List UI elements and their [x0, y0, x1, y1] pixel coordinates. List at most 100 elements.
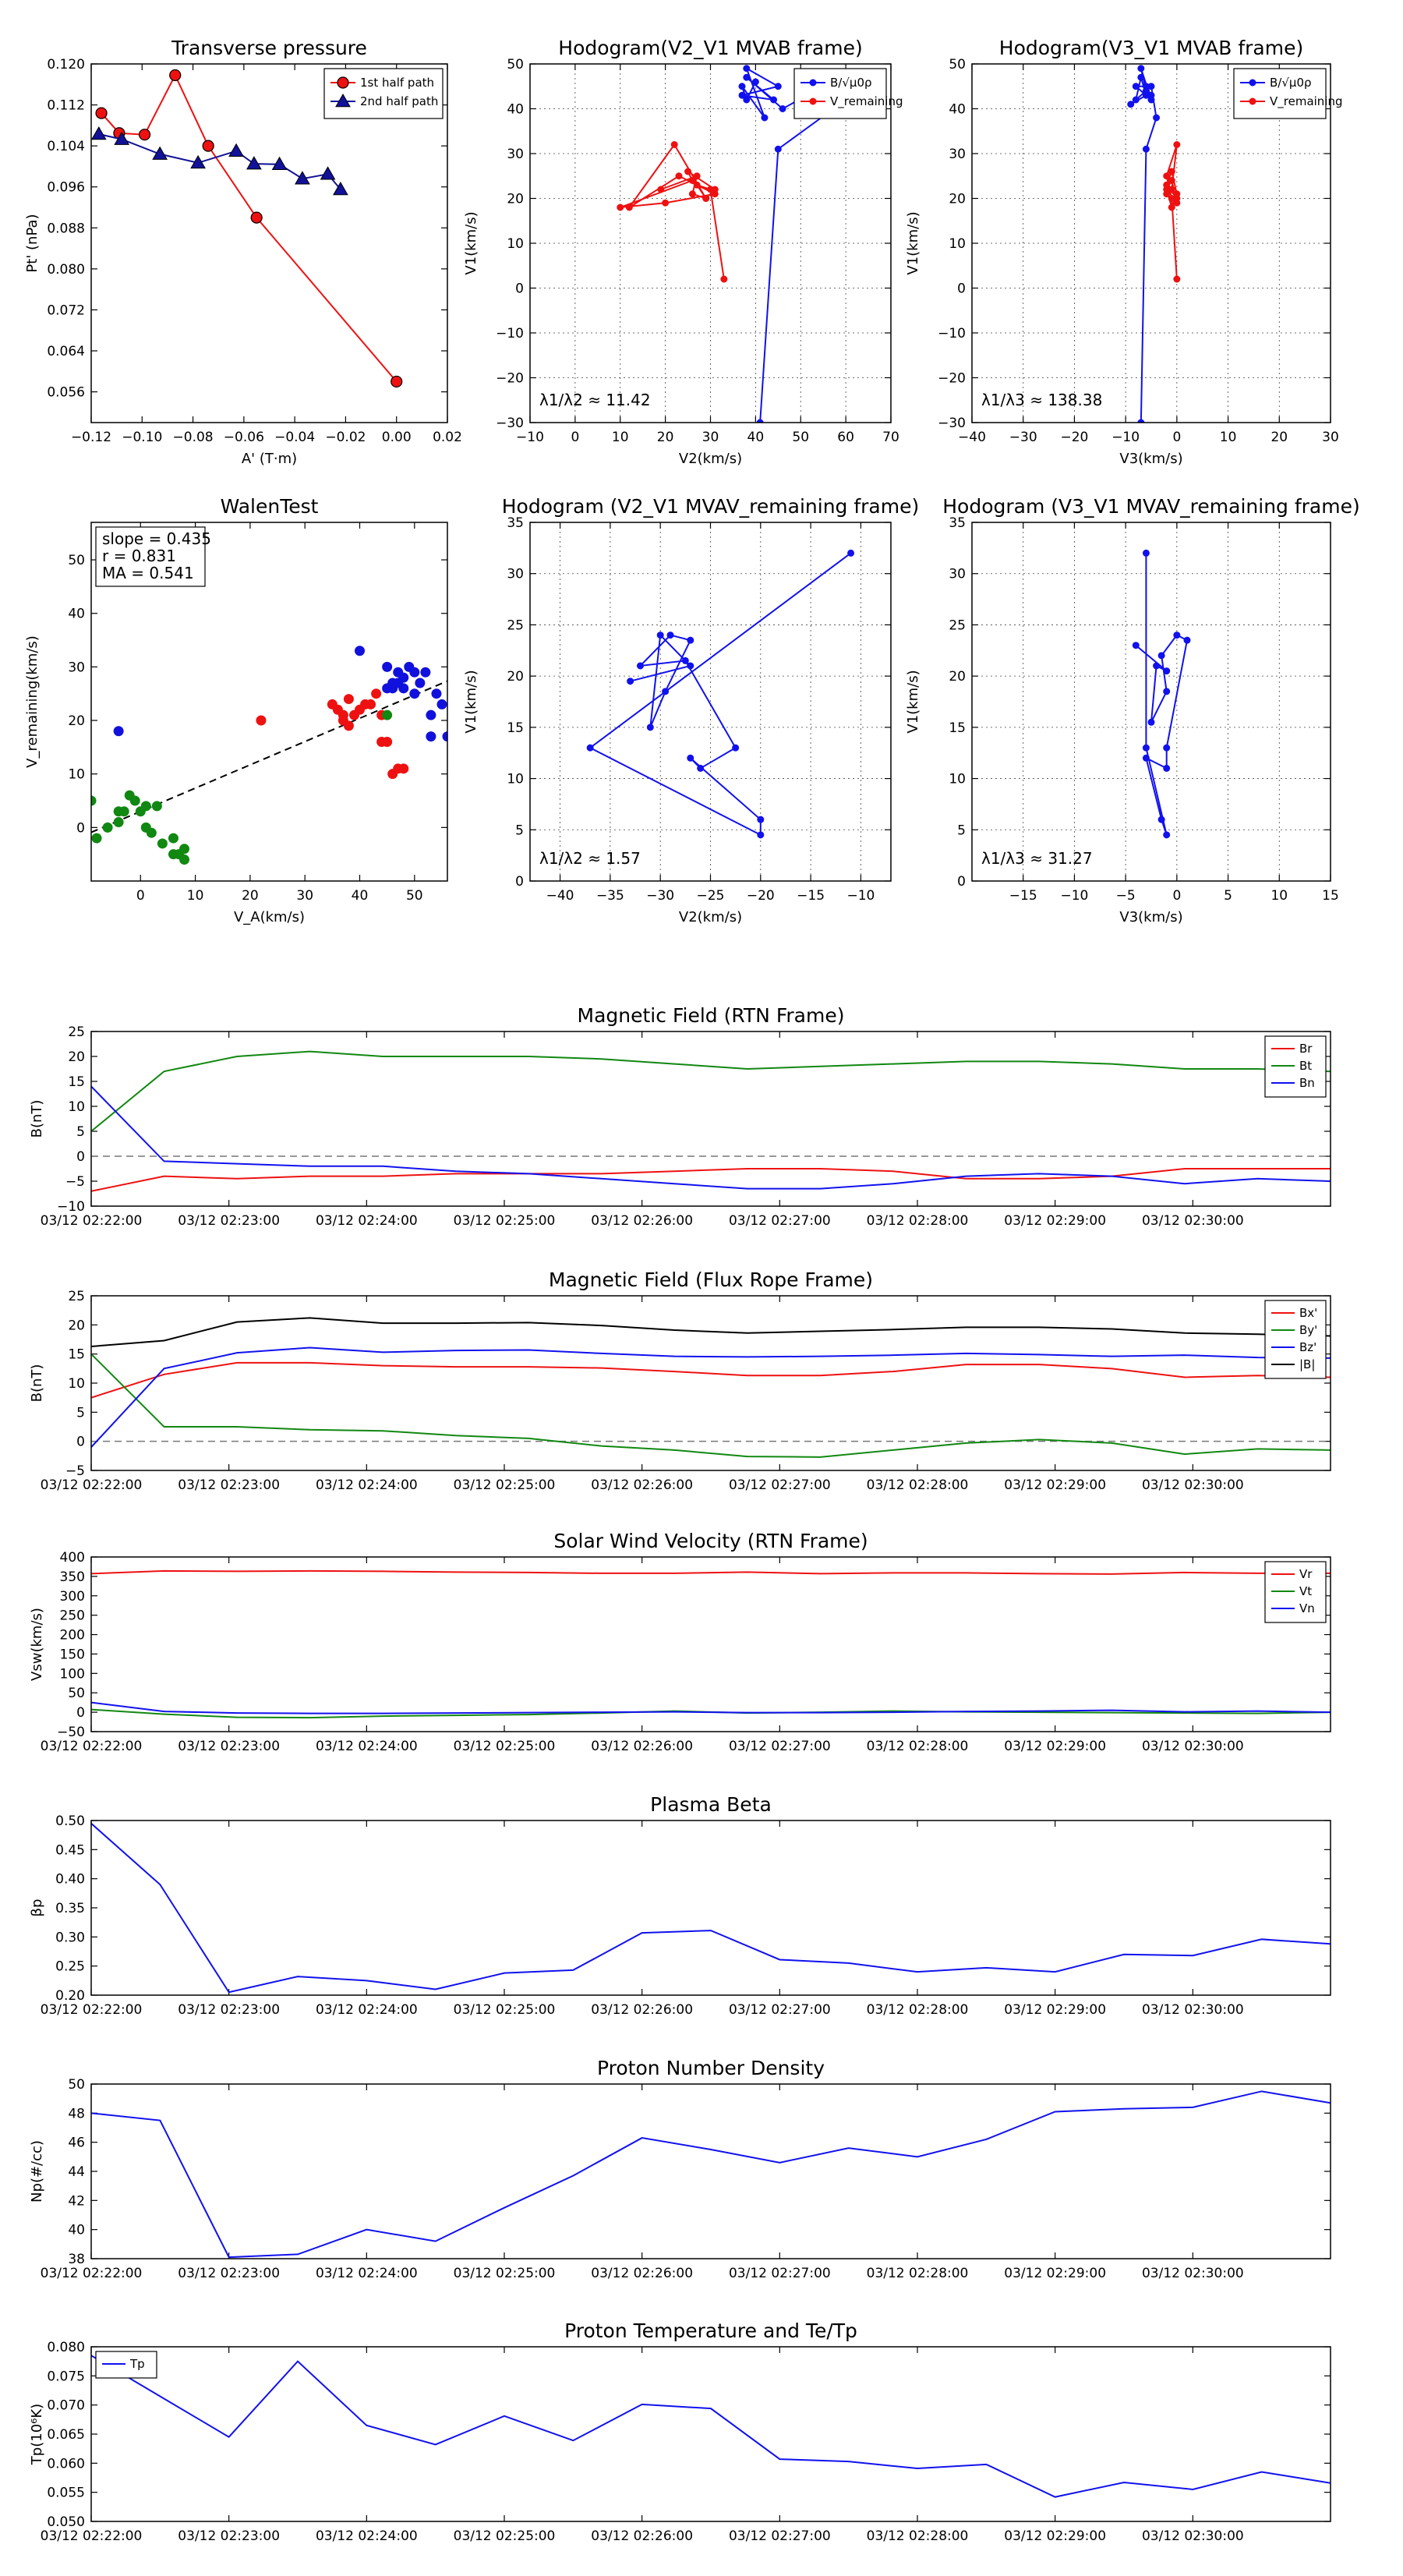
y-axis-label: Vsw(km/s) — [29, 1608, 45, 1681]
series-line-0 — [741, 66, 847, 423]
legend-marker — [1249, 79, 1256, 87]
y-tick-label: 0 — [515, 874, 524, 890]
data-point — [711, 186, 719, 193]
x-tick-label: 50 — [406, 888, 423, 904]
data-point — [91, 795, 97, 806]
legend-label: Vr — [1299, 1567, 1313, 1581]
plot-frame — [529, 522, 892, 882]
data-point — [113, 816, 124, 827]
y-tick-label: 20 — [68, 713, 85, 729]
data-point — [743, 96, 751, 104]
data-point — [129, 795, 140, 806]
plot-frame — [90, 1031, 1331, 1207]
data-point — [646, 724, 654, 731]
data-point — [1142, 754, 1150, 762]
x-axis-label: V2(km/s) — [679, 451, 742, 467]
data-point — [1147, 718, 1155, 726]
y-tick-label: 0.065 — [47, 2427, 85, 2443]
series-line-2 — [91, 1701, 1331, 1714]
data-point — [1132, 642, 1140, 649]
x-tick-label: 03/12 02:29:00 — [1004, 2002, 1106, 2018]
chart-h31r: Hodogram (V3_V1 MVAV_remaining frame) −15… — [905, 495, 1360, 925]
y-tick-label: 20 — [949, 669, 966, 685]
plot-frame — [90, 522, 448, 882]
x-tick-label: −0.08 — [173, 430, 214, 445]
series-line-2 — [91, 1085, 1331, 1190]
x-tick-label: −40 — [546, 888, 574, 904]
x-tick-label: 03/12 02:24:00 — [316, 1739, 418, 1754]
data-point — [625, 203, 633, 211]
x-tick-label: 03/12 02:22:00 — [41, 2002, 143, 2018]
y-tick-label: −30 — [938, 416, 966, 431]
y-tick-label: 30 — [68, 660, 85, 675]
legend-label: 1st half path — [360, 76, 434, 90]
data-point — [1163, 181, 1171, 189]
x-tick-label: 03/12 02:29:00 — [1004, 2266, 1106, 2281]
y-tick-label: 5 — [515, 823, 524, 838]
data-point — [1153, 114, 1161, 122]
plot-frame — [971, 522, 1331, 882]
lambda-ratio-annotation: λ1/λ3 ≈ 138.38 — [981, 391, 1102, 409]
chart-title: Hodogram(V2_V1 MVAB frame) — [558, 37, 862, 59]
data-point — [1142, 83, 1150, 90]
data-point — [371, 688, 382, 699]
data-point — [91, 833, 102, 844]
y-tick-label: 0.080 — [47, 262, 85, 278]
data-point — [681, 656, 689, 664]
y-tick-label: 35 — [949, 515, 966, 531]
x-axis-label: V2(km/s) — [679, 909, 742, 925]
data-point — [271, 156, 288, 171]
chart-tp: Transverse pressure−0.12 −0.10 −0.08 −0.06−… — [24, 37, 462, 467]
x-tick-label: 03/12 02:22:00 — [41, 1739, 143, 1754]
data-point — [627, 678, 634, 685]
y-tick-label: −5 — [65, 1174, 85, 1190]
y-tick-label: −10 — [496, 326, 524, 341]
x-tick-label: 03/12 02:25:00 — [454, 2528, 556, 2544]
y-tick-label: 350 — [60, 1569, 85, 1585]
plot-frame — [529, 63, 892, 423]
y-tick-label: 30 — [949, 147, 966, 162]
data-point — [228, 143, 244, 157]
plot-frame — [971, 63, 1331, 423]
series-line-0 — [588, 552, 852, 837]
y-tick-label: 200 — [60, 1628, 85, 1644]
data-point — [684, 168, 692, 175]
y-tick-label: 40 — [68, 607, 85, 622]
plot-area — [91, 646, 447, 865]
legend-marker — [1249, 97, 1256, 105]
plot-area — [617, 65, 850, 423]
x-tick-label: 03/12 02:24:00 — [316, 2528, 418, 2544]
y-axis-label: V_remaining(km/s) — [24, 635, 41, 768]
x-tick-label: −10 — [516, 430, 544, 445]
x-tick-label: 03/12 02:23:00 — [178, 2528, 280, 2544]
data-point — [415, 678, 426, 688]
data-point — [743, 65, 751, 73]
y-tick-label: 15 — [949, 720, 966, 736]
y-tick-label: 44 — [68, 2164, 85, 2180]
data-point — [636, 662, 644, 670]
y-tick-label: 0.075 — [47, 2369, 85, 2384]
x-tick-label: −30 — [646, 888, 674, 904]
y-tick-label: 46 — [68, 2135, 85, 2151]
data-point — [738, 91, 746, 99]
y-tick-label: 10 — [949, 772, 966, 787]
y-tick-label: 50 — [68, 2077, 85, 2093]
data-point — [1142, 145, 1150, 153]
y-tick-label: 50 — [507, 57, 524, 73]
x-tick-label: 03/12 02:27:00 — [729, 1213, 831, 1229]
x-tick-label: 0.00 — [382, 430, 412, 445]
data-point — [693, 172, 701, 180]
x-tick-label: 0 — [136, 888, 145, 904]
y-tick-label: 20 — [507, 192, 524, 207]
y-tick-label: 0 — [957, 281, 966, 297]
x-tick-label: 03/12 02:22:00 — [41, 1213, 143, 1229]
plot-area — [1127, 65, 1181, 423]
y-tick-label: 10 — [68, 1099, 85, 1115]
y-tick-label: 10 — [507, 236, 524, 252]
x-tick-label: 03/12 02:25:00 — [454, 2002, 556, 2018]
x-tick-label: 03/12 02:24:00 — [316, 2266, 418, 2281]
x-tick-label: 03/12 02:26:00 — [591, 2002, 693, 2018]
data-point — [436, 699, 447, 709]
